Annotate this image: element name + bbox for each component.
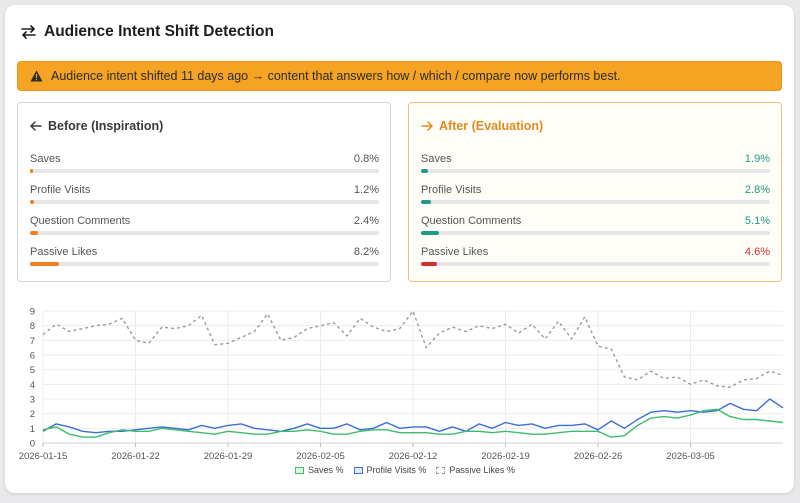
metric-label: Saves <box>421 153 452 165</box>
metric-bar-fill <box>30 169 33 173</box>
metric-label: Saves <box>30 153 61 165</box>
y-tick-label: 5 <box>30 365 35 376</box>
y-tick-label: 7 <box>30 336 35 347</box>
metric-value: 0.8% <box>353 153 379 165</box>
metric-bar-track <box>421 262 770 266</box>
header: Audience Intent Shift Detection <box>21 21 274 43</box>
before-panel-header: Before (Inspiration) <box>30 119 163 133</box>
metric-bar-fill <box>421 262 438 266</box>
series-line-profile-visits <box>42 398 784 434</box>
metric-label: Profile Visits <box>421 184 482 196</box>
chart-legend: Saves % Profile Visits % Passive Likes % <box>295 465 525 475</box>
metric-bar-fill <box>421 231 439 235</box>
metric-bar-fill <box>421 169 428 173</box>
y-tick-label: 9 <box>30 307 35 318</box>
before-panel-title: Before (Inspiration) <box>48 119 164 133</box>
after-metric-question-comments: Question Comments 5.1% <box>421 215 770 239</box>
metric-value: 8.2% <box>353 246 379 258</box>
after-metric-passive-likes: Passive Likes 4.6% <box>421 246 770 270</box>
y-tick-label: 4 <box>30 380 35 391</box>
metric-bar-fill <box>30 262 59 266</box>
legend-swatch-passive-likes <box>436 466 446 474</box>
metric-label: Question Comments <box>421 215 522 227</box>
intent-shift-alert: Audience intent shifted 11 days ago → co… <box>17 61 782 91</box>
metric-bar-track <box>421 200 770 204</box>
x-tick-label: 2026-02-19 <box>481 451 530 462</box>
after-panel: After (Evaluation) Saves 1.9% Profile Vi… <box>408 102 782 282</box>
legend-item-profile-visits[interactable]: Profile Visits % <box>353 465 427 475</box>
metric-bar-track <box>421 169 770 173</box>
metric-bar-track <box>30 231 379 235</box>
series-line-passive-likes <box>42 310 784 389</box>
metric-value: 4.6% <box>744 246 770 258</box>
x-tick-label: 2026-01-29 <box>204 451 253 462</box>
x-tick-label: 2026-02-26 <box>574 451 623 462</box>
x-tick-label: 2026-01-15 <box>19 451 68 462</box>
y-tick-label: 3 <box>30 395 35 406</box>
metric-label: Profile Visits <box>30 184 91 196</box>
metric-bar-track <box>30 262 379 266</box>
x-tick-label: 2026-02-05 <box>296 451 345 462</box>
legend-label: Passive Likes % <box>449 465 515 475</box>
metric-bar-track <box>30 169 379 173</box>
legend-label: Saves % <box>308 465 344 475</box>
metric-label: Passive Likes <box>30 246 98 258</box>
series-line-saves <box>42 408 784 438</box>
legend-label: Profile Visits % <box>366 465 427 475</box>
before-metric-saves: Saves 0.8% <box>30 153 379 177</box>
arrow-right-icon <box>421 121 433 131</box>
after-metric-saves: Saves 1.9% <box>421 153 770 177</box>
legend-swatch-profile-visits <box>353 466 363 474</box>
x-tick-label: 2026-03-05 <box>666 451 715 462</box>
swap-arrows-icon <box>21 25 36 39</box>
intent-trend-chart: 0 1 2 3 4 5 6 7 8 9 2026-01-15 2026-01-22 2026-01-29… <box>19 307 784 462</box>
metric-bar-fill <box>30 231 39 235</box>
y-tick-label: 6 <box>30 351 35 362</box>
metric-bar-track <box>421 231 770 235</box>
y-tick-label: 0 <box>30 439 35 450</box>
legend-item-saves[interactable]: Saves % <box>295 465 344 475</box>
metric-bar-fill <box>421 200 431 204</box>
metric-label: Question Comments <box>30 215 131 227</box>
legend-swatch-saves <box>295 466 304 474</box>
metric-value: 2.8% <box>744 184 770 196</box>
before-panel: Before (Inspiration) Saves 0.8% Profile … <box>17 102 391 282</box>
after-panel-title: After (Evaluation) <box>439 119 544 133</box>
metric-value: 2.4% <box>353 215 379 227</box>
x-tick-label: 2026-02-12 <box>389 451 438 462</box>
after-panel-header: After (Evaluation) <box>421 119 543 133</box>
warning-icon <box>30 70 43 82</box>
alert-text: Audience intent shifted 11 days ago → co… <box>51 69 621 83</box>
after-metric-profile-visits: Profile Visits 2.8% <box>421 184 770 208</box>
legend-item-passive-likes[interactable]: Passive Likes % <box>436 465 515 475</box>
page-title: Audience Intent Shift Detection <box>44 23 274 40</box>
before-metric-profile-visits: Profile Visits 1.2% <box>30 184 379 208</box>
y-tick-label: 2 <box>30 409 35 420</box>
metric-bar-fill <box>30 200 35 204</box>
dashboard-card: Audience Intent Shift Detection Audience… <box>5 5 794 493</box>
metric-value: 5.1% <box>744 215 770 227</box>
arrow-left-icon <box>30 121 42 131</box>
metric-bar-track <box>30 200 379 204</box>
x-tick-label: 2026-01-22 <box>111 451 160 462</box>
metric-label: Passive Likes <box>421 246 489 258</box>
before-metric-question-comments: Question Comments 2.4% <box>30 215 379 239</box>
y-tick-label: 8 <box>30 321 35 332</box>
metric-value: 1.9% <box>744 153 770 165</box>
before-metric-passive-likes: Passive Likes 8.2% <box>30 246 379 270</box>
y-tick-label: 1 <box>30 424 35 435</box>
metric-value: 1.2% <box>353 184 379 196</box>
